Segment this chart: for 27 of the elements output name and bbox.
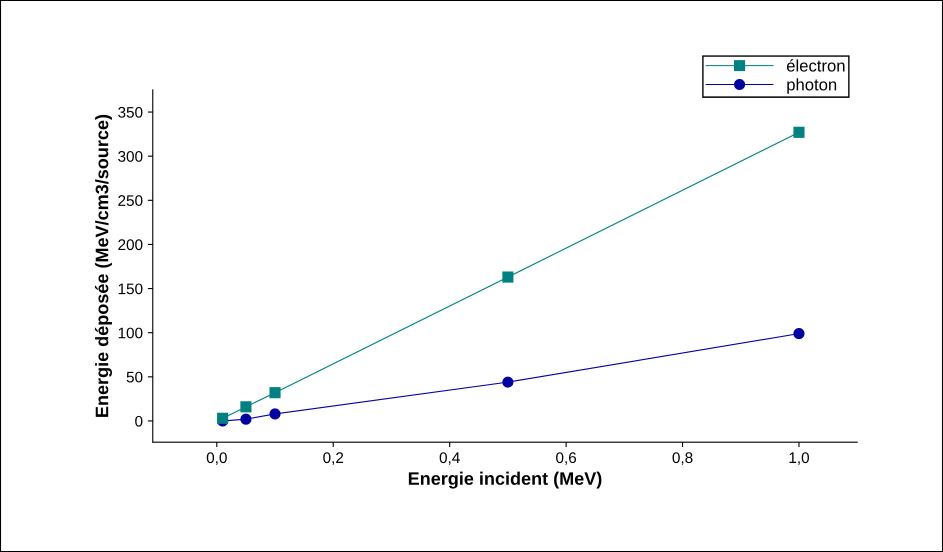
x-tick-label: 0,6 — [556, 452, 576, 465]
y-axis-title: Energie déposée (MeV/cm3/source) — [94, 114, 112, 417]
y-tick-label: 350 — [118, 106, 142, 118]
point — [502, 376, 514, 388]
point — [269, 408, 281, 420]
point — [240, 401, 252, 412]
x-tick-label: 1,0 — [790, 452, 809, 465]
point — [502, 272, 514, 283]
x-tick-label: 0,4 — [440, 452, 460, 465]
x-axis-title: Energie incident (MeV) — [408, 472, 602, 489]
y-tick-label: 150 — [118, 283, 142, 294]
legend-label: photon — [787, 78, 836, 94]
point — [217, 412, 228, 424]
x-tick-label: 0,0 — [206, 452, 227, 465]
point — [240, 414, 252, 425]
y-tick-label: 0 — [135, 416, 142, 427]
x-tick-label: 0,8 — [672, 452, 692, 465]
y-tick-label: 200 — [118, 239, 142, 250]
point — [793, 328, 805, 340]
y-tick-label: 300 — [118, 151, 142, 162]
x-tick-label: 0,2 — [323, 452, 344, 465]
y-tick-label: 250 — [118, 195, 142, 206]
legend-label: électron — [786, 59, 844, 72]
point — [269, 387, 281, 398]
y-tick-label: 50 — [126, 372, 142, 383]
y-tick-label: 100 — [118, 328, 142, 338]
point — [793, 126, 805, 138]
